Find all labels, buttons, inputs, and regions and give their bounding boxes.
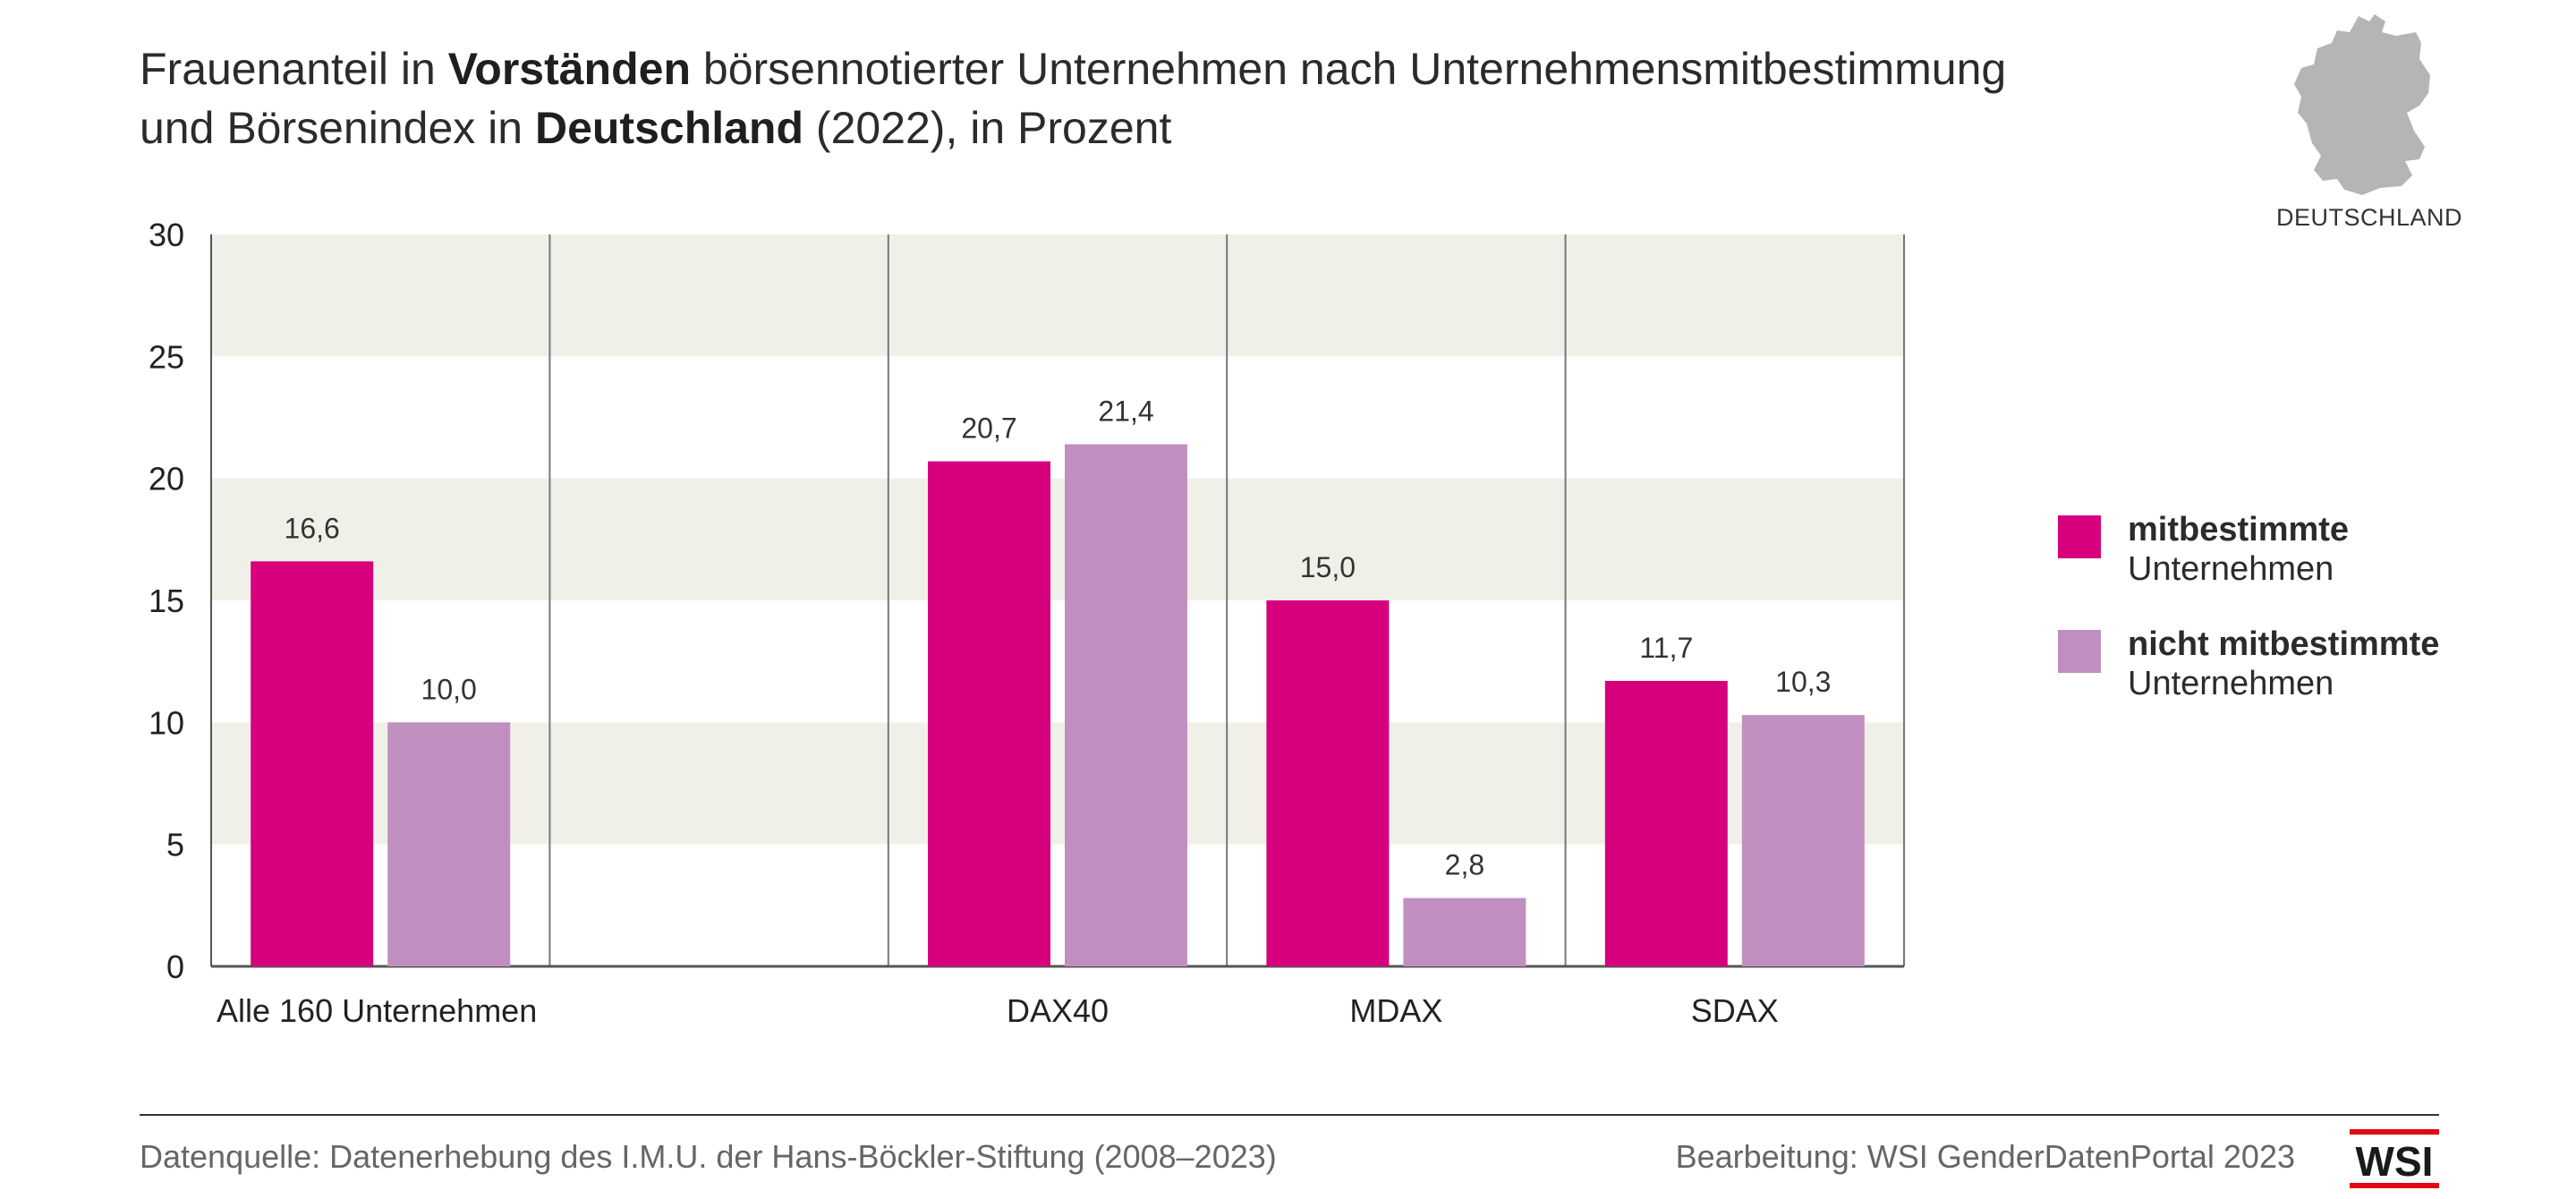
legend-item-mitbestimmte: mitbestimmte Unternehmen bbox=[2058, 510, 2439, 589]
bar-value-label: 2,8 bbox=[1445, 849, 1484, 881]
chart-title: Frauenanteil in Vorständen börsennotiert… bbox=[140, 39, 2198, 157]
legend-swatch-mitbestimmte bbox=[2058, 515, 2101, 558]
bar bbox=[1403, 897, 1526, 966]
x-category-label: Alle 160 Unternehmen bbox=[217, 992, 537, 1029]
bar bbox=[387, 722, 511, 966]
germany-map-icon bbox=[2282, 13, 2461, 236]
x-category-label: SDAX bbox=[1691, 992, 1779, 1029]
y-tick-label: 30 bbox=[149, 217, 184, 253]
y-tick-label: 15 bbox=[149, 582, 184, 619]
legend-swatch-nicht-mitbestimmte bbox=[2058, 630, 2101, 673]
footer-divider bbox=[140, 1114, 2439, 1116]
credit-note: Bearbeitung: WSI GenderDatenPortal 2023 bbox=[1675, 1138, 2295, 1175]
wsi-logo: WSI bbox=[2350, 1129, 2439, 1190]
svg-text:WSI: WSI bbox=[2356, 1138, 2434, 1185]
title-line-1: Frauenanteil in Vorständen börsennotiert… bbox=[140, 44, 2007, 94]
bar-value-label: 15,0 bbox=[1300, 551, 1356, 583]
y-tick-label: 20 bbox=[149, 461, 184, 497]
bar-value-label: 11,7 bbox=[1639, 632, 1693, 664]
legend-label-light: Unternehmen bbox=[2128, 550, 2334, 588]
legend-label-bold: nicht mitbestimmte bbox=[2128, 625, 2440, 663]
bar-value-label: 10,3 bbox=[1775, 666, 1831, 698]
source-note: Datenquelle: Datenerhebung des I.M.U. de… bbox=[140, 1138, 1277, 1175]
y-tick-label: 0 bbox=[166, 948, 184, 985]
bar bbox=[1741, 715, 1865, 966]
bar bbox=[928, 461, 1050, 966]
map-label: DEUTSCHLAND bbox=[2275, 204, 2463, 231]
bar-chart: 0 5 10 15 20 25 30 16,6 20,7 15,0 11,7 10,0 21,4 2,8 1… bbox=[149, 217, 1905, 1029]
y-tick-label: 5 bbox=[166, 827, 184, 863]
bar-value-label: 10,0 bbox=[421, 673, 477, 705]
bar-value-label: 20,7 bbox=[961, 412, 1016, 445]
bar bbox=[1065, 444, 1187, 966]
legend-label-light: Unternehmen bbox=[2128, 665, 2334, 702]
background-band bbox=[211, 478, 1904, 600]
x-category-label: DAX40 bbox=[1007, 992, 1109, 1029]
bar bbox=[1266, 600, 1390, 966]
x-category-label: MDAX bbox=[1349, 992, 1442, 1029]
bar-value-label: 21,4 bbox=[1098, 395, 1153, 427]
y-tick-label: 10 bbox=[149, 704, 184, 741]
bar-value-label: 16,6 bbox=[285, 512, 340, 544]
legend-label-bold: mitbestimmte bbox=[2128, 511, 2350, 548]
background-band bbox=[211, 234, 1904, 357]
bar bbox=[1604, 680, 1728, 966]
y-tick-label: 25 bbox=[149, 338, 184, 375]
bar bbox=[251, 561, 374, 966]
legend-item-nicht-mitbestimmte: nicht mitbestimmte Unternehmen bbox=[2058, 625, 2439, 703]
legend: mitbestimmte Unternehmen nicht mitbestim… bbox=[2058, 510, 2439, 739]
title-line-2: und Börsenindex in Deutschland (2022), i… bbox=[140, 103, 1172, 153]
